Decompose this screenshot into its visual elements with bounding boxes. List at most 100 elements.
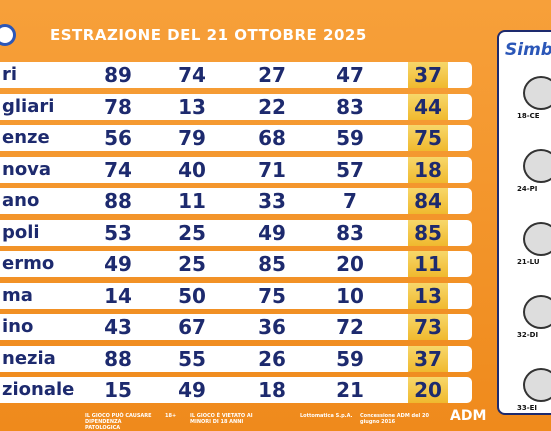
number: 26: [258, 346, 286, 371]
panel-title: Simbo: [505, 40, 551, 60]
number: 79: [178, 126, 206, 150]
number: 88: [104, 346, 132, 371]
city-name: gliari: [2, 95, 55, 117]
symbol-label: 18-CE: [517, 112, 540, 120]
number: 78: [104, 94, 132, 119]
symbol-label: 32-DI: [517, 331, 539, 339]
number: 67: [178, 315, 206, 339]
highlight: [408, 282, 448, 309]
number: 83: [336, 94, 364, 119]
highlight: [408, 62, 448, 88]
footer-text: IL GIOCO È VIETATO AI MINORI DI 18 ANNI: [190, 413, 253, 425]
number: 89: [104, 63, 132, 87]
city-name: nova: [2, 158, 52, 180]
symbol-label: 21-LU: [517, 258, 540, 266]
number: 72: [336, 315, 364, 339]
table-row: zionale 15 49 18 21 20: [0, 377, 472, 403]
table-row: enze 56 79 68 59 75: [0, 125, 472, 151]
number: 11: [178, 189, 206, 213]
number: 47: [336, 63, 364, 87]
table-row: poli 53 25 49 83 85: [0, 219, 472, 246]
number: 49: [178, 378, 206, 402]
symbol-icon: [523, 149, 551, 183]
city-name: poli: [2, 221, 40, 243]
number: 49: [258, 220, 286, 245]
side-panel: Simbo 18-CE 24-PI 21-LU 32-DI 33-EI: [497, 30, 551, 415]
number: 71: [258, 157, 286, 182]
number: 22: [258, 94, 286, 119]
number: 56: [104, 126, 132, 150]
number: 75: [414, 126, 442, 150]
number: 20: [414, 378, 442, 402]
number: 59: [336, 346, 364, 371]
number: 85: [414, 220, 442, 245]
number: 21: [336, 378, 364, 402]
number: 49: [104, 252, 132, 276]
number: 85: [258, 252, 286, 276]
number: 15: [104, 378, 132, 402]
number: 74: [104, 157, 132, 182]
number: 13: [178, 94, 206, 119]
number: 36: [258, 315, 286, 339]
table-row: gliari 78 13 22 83 44: [0, 93, 472, 120]
number: 83: [336, 220, 364, 245]
logo: [0, 24, 16, 46]
number: 25: [178, 252, 206, 276]
table-row: ermo 49 25 85 20 11: [0, 251, 472, 277]
number: 37: [414, 346, 442, 371]
symbol-label: 33-EI: [517, 404, 538, 412]
table-row: ma 14 50 75 10 13: [0, 282, 472, 309]
number: 74: [178, 63, 206, 87]
city-name: ano: [2, 190, 40, 211]
highlight: [408, 188, 448, 214]
number: 11: [414, 252, 442, 276]
number: 50: [178, 283, 206, 308]
number: 73: [414, 315, 442, 339]
highlight: [408, 219, 448, 246]
footer-text: Lottomatica S.p.A.: [300, 413, 353, 419]
highlight: [408, 345, 448, 372]
footer-text: 18+: [165, 413, 177, 419]
number: 43: [104, 315, 132, 339]
number: 44: [414, 94, 442, 119]
number: 75: [258, 283, 286, 308]
city-name: enze: [2, 127, 50, 148]
highlight: [408, 93, 448, 120]
number: 40: [178, 157, 206, 182]
city-name: ino: [2, 316, 34, 337]
number: 84: [414, 189, 442, 213]
symbol-icon: [523, 295, 551, 329]
table-row: nezia 88 55 26 59 37: [0, 345, 472, 372]
number: 25: [178, 220, 206, 245]
number: 33: [258, 189, 286, 213]
symbol-label: 24-PI: [517, 185, 538, 193]
symbol-icon: [523, 76, 551, 110]
number: 53: [104, 220, 132, 245]
city-name: nezia: [2, 347, 56, 369]
highlight: [408, 251, 448, 277]
highlight: [408, 314, 448, 340]
title: ESTRAZIONE DEL 21 OTTOBRE 2025: [50, 26, 367, 44]
city-name: ma: [2, 284, 33, 306]
number: 59: [336, 126, 364, 150]
city-name: zionale: [2, 379, 75, 400]
number: 68: [258, 126, 286, 150]
number: 57: [336, 157, 364, 182]
number: 88: [104, 189, 132, 213]
number: 37: [414, 63, 442, 87]
footer-text: IL GIOCO PUÒ CAUSARE DIPENDENZA PATOLOGI…: [85, 413, 152, 431]
footer-text: Concessione ADM del 20 giugno 2016: [360, 413, 429, 425]
number: 55: [178, 346, 206, 371]
number: 18: [414, 157, 442, 182]
number: 13: [414, 283, 442, 308]
table-row: nova 74 40 71 57 18: [0, 156, 472, 183]
number: 7: [343, 189, 357, 213]
table-row: ino 43 67 36 72 73: [0, 314, 472, 340]
number: 27: [258, 63, 286, 87]
table-row: ano 88 11 33 7 84: [0, 188, 472, 214]
number: 10: [336, 283, 364, 308]
symbol-icon: [523, 368, 551, 402]
footer-text: ADM: [450, 408, 487, 424]
number: 18: [258, 378, 286, 402]
